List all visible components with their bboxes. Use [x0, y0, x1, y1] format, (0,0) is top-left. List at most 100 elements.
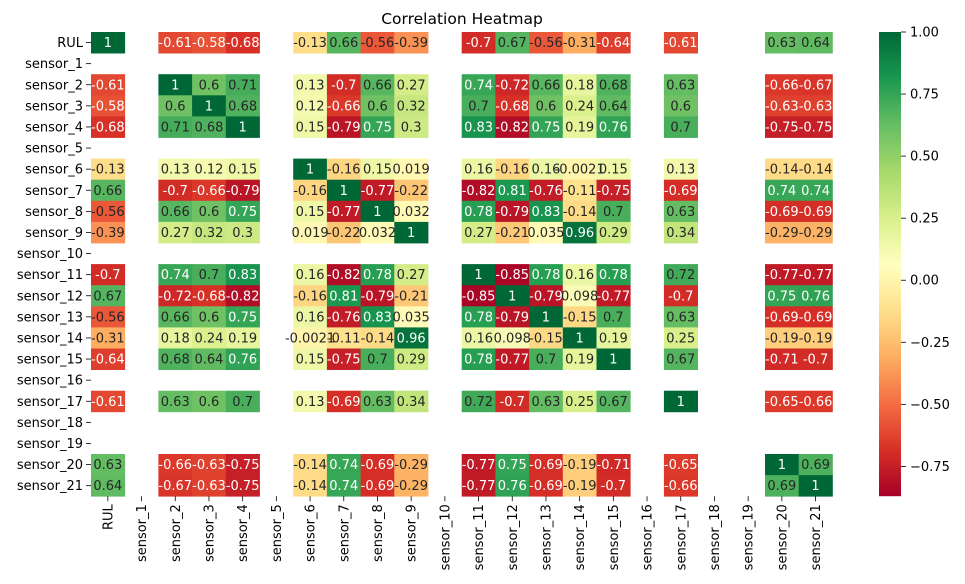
heatmap-cell-label-sensor_9-sensor_4: 0.3 [232, 226, 253, 241]
heatmap-cell-label-sensor_3-RUL: -0.58 [91, 99, 125, 114]
heatmap-cell-label-sensor_12-sensor_7: 0.81 [329, 289, 358, 304]
heatmap-cell-label-sensor_15-sensor_20: -0.71 [765, 353, 799, 368]
heatmap-cell-label-sensor_11-sensor_17: 0.72 [666, 268, 695, 283]
heatmap-cell-sensor_21-sensor_15 [596, 475, 631, 497]
x-tick-label-sensor_19: sensor_19 [742, 504, 757, 570]
heatmap-cell-sensor_8-sensor_6 [293, 200, 328, 223]
heatmap-cell-label-sensor_14-sensor_6: -0.0021 [285, 331, 335, 346]
heatmap-cell-label-sensor_2-sensor_2: 1 [171, 78, 179, 93]
heatmap-cell-label-sensor_3-sensor_6: 0.12 [296, 99, 325, 114]
heatmap-cell-sensor_4-sensor_15 [596, 116, 631, 138]
heatmap-cell-label-sensor_7-sensor_2: -0.7 [163, 184, 188, 199]
heatmap-cell-sensor_3-sensor_12 [495, 95, 530, 117]
heatmap-cell-label-sensor_15-RUL: -0.64 [91, 353, 125, 368]
heatmap-cell-label-sensor_6-sensor_11: 0.16 [464, 163, 493, 178]
heatmap-cell-sensor_3-sensor_2 [158, 95, 193, 117]
heatmap-cell-sensor_17-sensor_21 [798, 390, 833, 413]
heatmap-cell-sensor_12-sensor_9 [394, 285, 429, 307]
heatmap-cell-sensor_7-sensor_8 [360, 179, 395, 202]
heatmap-cell-sensor_6-sensor_14 [562, 158, 597, 181]
heatmap-cell-label-RUL-sensor_21: 0.64 [801, 36, 830, 51]
heatmap-cell-sensor_6-sensor_7 [326, 158, 361, 181]
heatmap-cell-sensor_7-sensor_20 [765, 179, 800, 202]
heatmap-cell-label-sensor_7-sensor_6: -0.16 [293, 184, 327, 199]
x-tick-label-sensor_2: sensor_2 [169, 504, 184, 562]
heatmap-cell-sensor_4-sensor_17 [663, 116, 698, 138]
y-tick-label-sensor_18: sensor_18 [17, 416, 83, 431]
heatmap-cell-label-sensor_14-sensor_11: 0.16 [464, 331, 493, 346]
heatmap-cell-label-sensor_4-RUL: -0.68 [91, 120, 125, 135]
heatmap-cell-label-RUL-sensor_12: 0.67 [498, 36, 527, 51]
heatmap-cell-sensor_21-sensor_13 [529, 475, 564, 497]
heatmap-cell-label-sensor_17-sensor_3: 0.6 [199, 395, 220, 410]
x-tick-label-sensor_15: sensor_15 [607, 504, 622, 570]
heatmap-cell-label-sensor_9-sensor_7: -0.22 [327, 226, 361, 241]
heatmap-cell-label-sensor_2-sensor_12: -0.72 [495, 78, 529, 93]
x-tick-label-sensor_6: sensor_6 [304, 504, 319, 562]
heatmap-cell-sensor_9-sensor_2 [158, 221, 193, 244]
heatmap-cell-label-RUL-sensor_17: -0.61 [664, 36, 698, 51]
heatmap-cell-sensor_20-sensor_15 [596, 454, 631, 476]
heatmap-cell-label-sensor_2-sensor_8: 0.66 [363, 78, 392, 93]
heatmap-cell-RUL-sensor_17 [663, 32, 698, 54]
heatmap-cell-label-sensor_3-sensor_8: 0.6 [367, 99, 388, 114]
heatmap-cell-sensor_6-sensor_8 [360, 158, 395, 181]
heatmap-cell-label-sensor_13-sensor_12: -0.79 [495, 310, 529, 325]
heatmap-cell-sensor_14-sensor_15 [596, 327, 631, 349]
heatmap-cell-label-sensor_8-sensor_14: -0.14 [563, 205, 597, 220]
heatmap-cell-sensor_9-sensor_13 [529, 221, 564, 244]
heatmap-cell-sensor_13-sensor_8 [360, 306, 395, 328]
heatmap-cell-label-sensor_4-sensor_21: -0.75 [799, 120, 833, 135]
heatmap-cell-RUL-sensor_13 [529, 32, 564, 54]
heatmap-cell-label-sensor_2-sensor_21: -0.67 [799, 78, 833, 93]
heatmap-cell-sensor_11-sensor_12 [495, 264, 530, 286]
x-tick-label-sensor_20: sensor_20 [775, 504, 790, 570]
heatmap-cell-label-sensor_2-sensor_20: -0.66 [765, 78, 799, 93]
heatmap-cell-sensor_13-sensor_3 [192, 306, 227, 328]
heatmap-cell-label-sensor_12-sensor_15: -0.77 [597, 289, 631, 304]
heatmap-cell-sensor_3-sensor_15 [596, 95, 631, 117]
heatmap-cell-sensor_11-sensor_6 [293, 264, 328, 286]
heatmap-cell-label-sensor_8-sensor_17: 0.63 [666, 205, 695, 220]
heatmap-cell-labels: 1 -0.61 -0.58 -0.68 -0.13 0.66 -0.56 -0.39 -0.7 0… [91, 36, 832, 494]
x-tick-label-sensor_12: sensor_12 [506, 504, 521, 570]
heatmap-cell-sensor_6-sensor_13 [529, 158, 564, 181]
heatmap-cell-label-sensor_11-sensor_15: 0.78 [599, 268, 628, 283]
heatmap-cell-label-sensor_15-sensor_15: 1 [609, 353, 617, 368]
heatmap-cell-sensor_7-sensor_14 [562, 179, 597, 202]
heatmap-cell-label-RUL-sensor_3: -0.58 [192, 36, 226, 51]
heatmap-cell-sensor_11-sensor_20 [765, 264, 800, 286]
heatmap-cell-sensor_6-sensor_3 [192, 158, 227, 181]
heatmap-cell-label-sensor_17-sensor_20: -0.65 [765, 395, 799, 410]
heatmap-cell-sensor_13-sensor_17 [663, 306, 698, 328]
heatmap-cell-sensor_20-sensor_11 [461, 454, 496, 476]
heatmap-cell-sensor_3-sensor_7 [326, 95, 361, 117]
heatmap-cell-label-RUL-sensor_9: -0.39 [394, 36, 428, 51]
x-tick-label-sensor_14: sensor_14 [573, 504, 588, 570]
x-tick-label-sensor_13: sensor_13 [539, 504, 554, 570]
heatmap-cell-label-sensor_12-sensor_21: 0.76 [801, 289, 830, 304]
heatmap-cell-label-sensor_8-sensor_3: 0.6 [199, 205, 220, 220]
heatmap-cell-label-sensor_8-sensor_15: 0.7 [603, 205, 624, 220]
heatmap-cell-sensor_13-sensor_20 [765, 306, 800, 328]
heatmap-cell-sensor_11-sensor_14 [562, 264, 597, 286]
y-tick-label-sensor_19: sensor_19 [17, 437, 83, 452]
heatmap-cell-label-sensor_9-sensor_13: 0.035 [527, 226, 564, 241]
heatmap-cell-label-sensor_4-sensor_4: 1 [239, 120, 247, 135]
heatmap-cell-label-RUL-RUL: 1 [104, 36, 112, 51]
heatmap-cell-sensor_9-RUL [91, 221, 126, 244]
heatmap-cell-label-RUL-sensor_2: -0.61 [158, 36, 192, 51]
heatmap-cell-label-sensor_20-sensor_21: 0.69 [801, 458, 830, 473]
heatmap-cell-label-sensor_11-sensor_2: 0.74 [161, 268, 190, 283]
heatmap-cell-sensor_17-sensor_2 [158, 390, 193, 413]
heatmap-cell-label-sensor_17-sensor_13: 0.63 [531, 395, 560, 410]
heatmap-cell-label-sensor_2-RUL: -0.61 [91, 78, 125, 93]
heatmap-cell-label-sensor_6-sensor_4: 0.15 [228, 163, 257, 178]
heatmap-cell-sensor_2-sensor_6 [293, 74, 328, 96]
heatmap-cell-label-sensor_3-sensor_13: 0.6 [536, 99, 557, 114]
heatmap-cell-label-sensor_21-sensor_12: 0.76 [498, 479, 527, 494]
heatmap-cell-sensor_12-sensor_2 [158, 285, 193, 307]
y-tick-label-sensor_17: sensor_17 [17, 395, 83, 410]
colorbar-tick-label: 0.25 [910, 212, 939, 227]
heatmap-cell-sensor_3-RUL [91, 95, 126, 117]
